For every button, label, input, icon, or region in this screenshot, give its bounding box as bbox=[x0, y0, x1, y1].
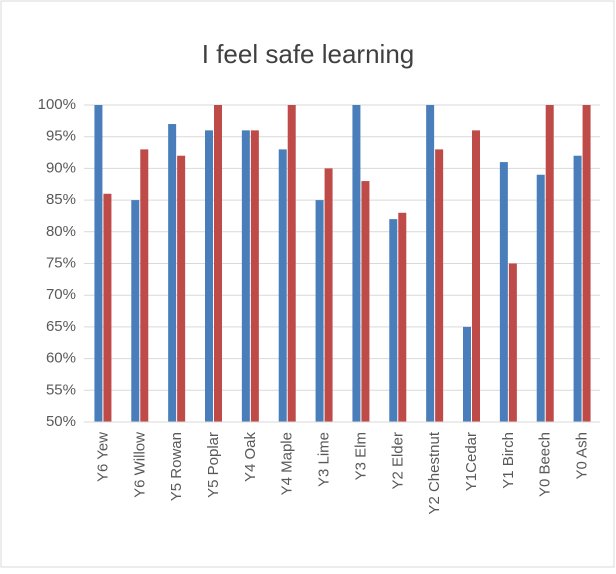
bar bbox=[463, 326, 471, 422]
bar bbox=[545, 105, 554, 422]
bar bbox=[472, 130, 480, 423]
bar bbox=[250, 130, 259, 423]
bar bbox=[177, 155, 186, 422]
bar bbox=[398, 212, 407, 422]
x-tick-label: Y3 Lime bbox=[316, 432, 333, 487]
bar bbox=[94, 105, 103, 422]
x-tick-label: Y4 Oak bbox=[242, 432, 259, 483]
x-tick-label: Y2 Elder bbox=[389, 432, 406, 490]
y-tick-label: 55% bbox=[46, 381, 76, 398]
chart-title: I feel safe learning bbox=[202, 39, 414, 69]
x-tick-label: Y3 Elm bbox=[352, 432, 369, 480]
x-tick-label: Y6 Willow bbox=[131, 432, 148, 498]
bar bbox=[315, 200, 324, 422]
bar bbox=[168, 124, 177, 423]
bar bbox=[287, 105, 296, 422]
y-tick-label: 65% bbox=[46, 318, 76, 335]
bar bbox=[278, 149, 287, 422]
bar bbox=[499, 162, 508, 422]
bar bbox=[205, 130, 213, 423]
y-tick-label: 80% bbox=[46, 223, 76, 240]
x-tick-label: Y5 Poplar bbox=[205, 432, 222, 498]
bar bbox=[435, 149, 444, 422]
x-tick-label: Y5 Rowan bbox=[168, 432, 185, 501]
x-tick-label: Y0 Ash bbox=[574, 432, 591, 480]
bar bbox=[361, 181, 370, 422]
y-tick-label: 50% bbox=[46, 413, 76, 430]
x-tick-label: Y1 Birch bbox=[500, 432, 517, 489]
bar bbox=[131, 200, 140, 422]
x-tick-label: Y2 Chestnut bbox=[426, 431, 443, 514]
y-tick-label: 90% bbox=[46, 159, 76, 176]
bar bbox=[214, 105, 222, 422]
y-tick-label: 70% bbox=[46, 286, 76, 303]
bar bbox=[536, 174, 545, 422]
y-tick-label: 75% bbox=[46, 254, 76, 271]
y-tick-label: 85% bbox=[46, 191, 76, 208]
bar bbox=[426, 105, 435, 422]
bar bbox=[103, 193, 112, 422]
bar bbox=[241, 130, 250, 423]
bar bbox=[582, 105, 591, 422]
x-tick-label: Y0 Beech bbox=[537, 432, 554, 497]
bar bbox=[573, 155, 582, 422]
bar bbox=[389, 219, 398, 422]
bar bbox=[324, 168, 333, 422]
y-tick-label: 95% bbox=[46, 128, 76, 145]
y-tick-label: 60% bbox=[46, 350, 76, 367]
x-tick-label: Y6 Yew bbox=[94, 432, 111, 482]
bar bbox=[352, 105, 361, 422]
bar bbox=[508, 263, 517, 422]
y-tick-label: 100% bbox=[38, 96, 76, 113]
x-tick-label: Y1Cedar bbox=[463, 432, 480, 491]
x-tick-label: Y4 Maple bbox=[279, 432, 296, 495]
bar bbox=[140, 149, 149, 422]
